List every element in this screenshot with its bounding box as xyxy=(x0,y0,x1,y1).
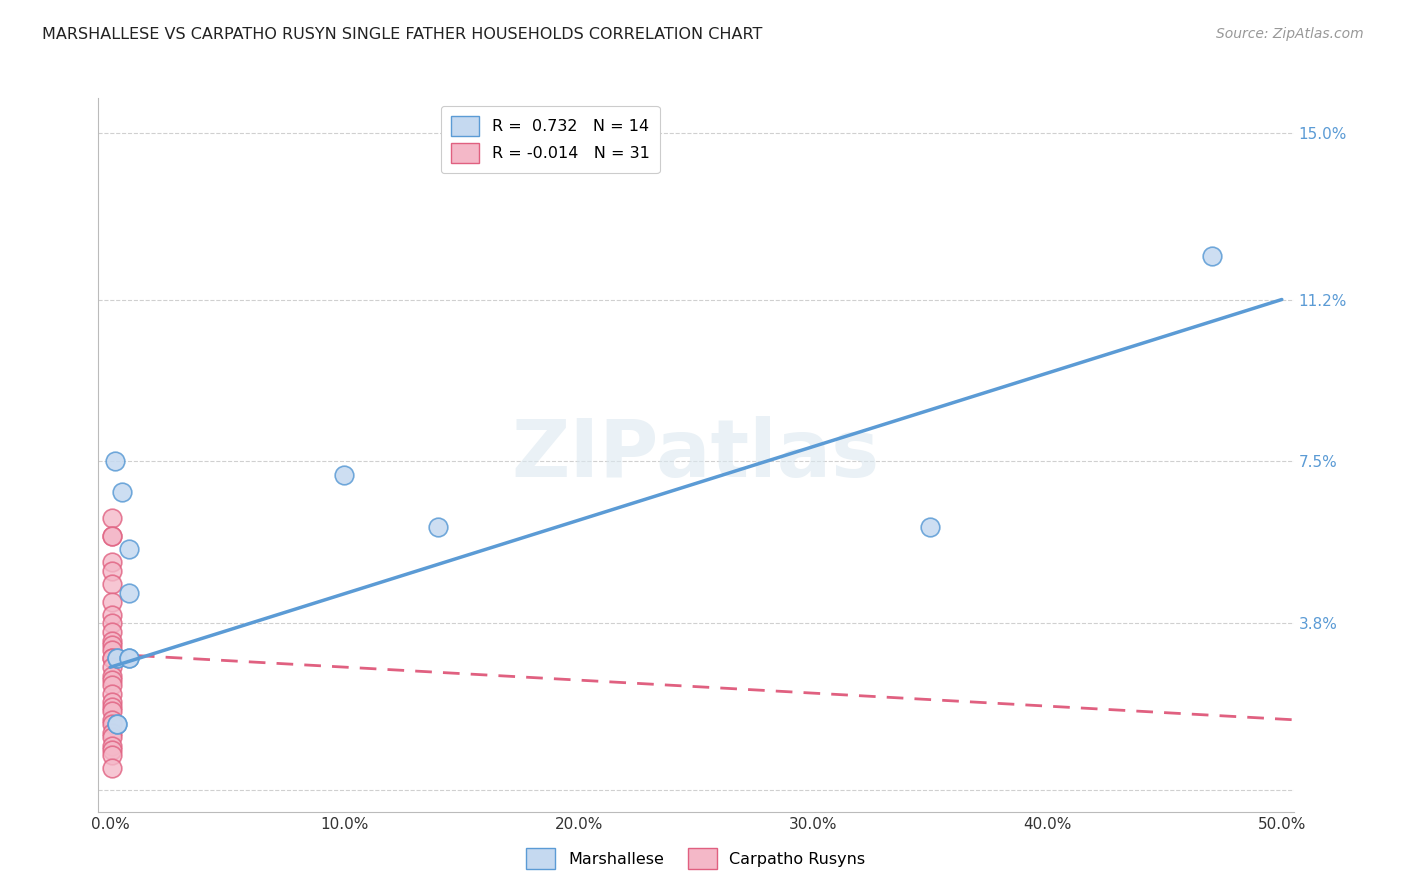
Point xyxy=(333,467,356,482)
Point xyxy=(101,726,124,740)
Point xyxy=(920,520,942,534)
Point xyxy=(101,717,124,731)
Point xyxy=(1201,249,1223,263)
Point xyxy=(118,651,141,665)
Point xyxy=(101,577,124,591)
Point xyxy=(101,743,124,757)
Point xyxy=(101,651,124,665)
Point xyxy=(101,695,124,709)
Point xyxy=(101,564,124,578)
Point xyxy=(101,651,124,665)
Text: ZIPatlas: ZIPatlas xyxy=(512,416,880,494)
Point xyxy=(101,704,124,718)
Point xyxy=(101,673,124,688)
Point xyxy=(105,651,128,665)
Point xyxy=(101,638,124,652)
Point xyxy=(101,678,124,692)
Point xyxy=(101,616,124,631)
Text: Source: ZipAtlas.com: Source: ZipAtlas.com xyxy=(1216,27,1364,41)
Point xyxy=(111,485,134,500)
Point xyxy=(101,642,124,657)
Point xyxy=(101,634,124,648)
Point xyxy=(101,511,124,525)
Point xyxy=(101,529,124,543)
Point xyxy=(101,686,124,700)
Text: MARSHALLESE VS CARPATHO RUSYN SINGLE FATHER HOUSEHOLDS CORRELATION CHART: MARSHALLESE VS CARPATHO RUSYN SINGLE FAT… xyxy=(42,27,762,42)
Point xyxy=(105,717,128,731)
Point xyxy=(101,529,124,543)
Point xyxy=(101,625,124,640)
Point xyxy=(101,607,124,622)
Legend: Marshallese, Carpatho Rusyns: Marshallese, Carpatho Rusyns xyxy=(520,842,872,875)
Point xyxy=(101,747,124,762)
Point xyxy=(427,520,450,534)
Point xyxy=(118,542,141,557)
Point xyxy=(101,761,124,775)
Point xyxy=(101,555,124,569)
Point xyxy=(118,586,141,600)
Point xyxy=(101,660,124,674)
Point xyxy=(104,454,127,468)
Point xyxy=(101,731,124,745)
Point xyxy=(101,713,124,727)
Point xyxy=(101,739,124,753)
Point xyxy=(118,651,141,665)
Point xyxy=(101,699,124,714)
Point xyxy=(101,669,124,683)
Point xyxy=(105,651,128,665)
Point xyxy=(101,594,124,608)
Point xyxy=(105,717,128,731)
